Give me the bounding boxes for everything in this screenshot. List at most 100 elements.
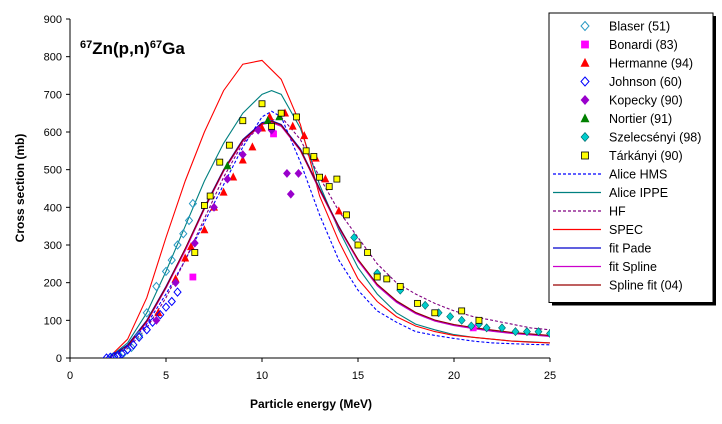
point-szelecs-nyi-98 bbox=[350, 233, 359, 242]
legend-box bbox=[548, 12, 714, 303]
legend-marker bbox=[581, 151, 589, 160]
point-t-rk-nyi-90 bbox=[354, 241, 362, 249]
title-mass-a: 67 bbox=[80, 39, 92, 51]
axes: 0 100 200 300 400 500 600 700 800 900 0 5 10 15 20 25 bbox=[44, 14, 556, 382]
legend-label: Szelecsényi (98) bbox=[609, 131, 701, 145]
legend-label: HF bbox=[609, 205, 626, 219]
point-blaser-51 bbox=[173, 240, 182, 250]
legend-label: Hermanne (94) bbox=[609, 57, 693, 71]
point-blaser-51 bbox=[161, 266, 171, 277]
point-nortier-91 bbox=[223, 161, 232, 170]
legend-marker bbox=[580, 57, 590, 67]
legend-label: fit Pade bbox=[609, 242, 651, 256]
data-markers bbox=[102, 100, 550, 358]
point-hermanne-94 bbox=[238, 155, 247, 164]
point-t-rk-nyi-90 bbox=[458, 307, 466, 315]
title-product: Ga bbox=[162, 39, 185, 58]
legend-label: Alice HMS bbox=[609, 168, 667, 182]
point-kopecky-90 bbox=[171, 278, 180, 288]
point-hermanne-94 bbox=[200, 225, 209, 234]
point-blaser-51 bbox=[167, 255, 176, 265]
title-mass-b: 67 bbox=[150, 39, 162, 51]
point-t-rk-nyi-90 bbox=[325, 183, 333, 191]
legend-label: Blaser (51) bbox=[609, 20, 670, 34]
legend-label: Spline fit (04) bbox=[609, 279, 683, 293]
point-blaser-51 bbox=[184, 215, 194, 226]
point-blaser-51 bbox=[142, 308, 151, 318]
point-t-rk-nyi-90 bbox=[268, 122, 276, 130]
point-kopecky-90 bbox=[283, 168, 291, 178]
y-tick-label: 800 bbox=[44, 52, 62, 64]
point-johnson-60 bbox=[109, 351, 119, 358]
y-tick-label: 100 bbox=[44, 315, 62, 327]
point-kopecky-90 bbox=[223, 174, 232, 184]
chart-title: 67Zn(p,n)67Ga bbox=[80, 39, 185, 58]
point-t-rk-nyi-90 bbox=[239, 117, 247, 125]
y-tick-label: 700 bbox=[44, 89, 62, 101]
point-johnson-60 bbox=[129, 340, 138, 350]
point-blaser-51 bbox=[152, 281, 161, 292]
x-tick-label: 10 bbox=[256, 370, 268, 382]
point-hermanne-94 bbox=[181, 253, 190, 262]
point-t-rk-nyi-90 bbox=[364, 249, 372, 256]
x-tick-label: 15 bbox=[352, 370, 364, 382]
legend-label: Kopecky (90) bbox=[609, 94, 683, 108]
point-johnson-60 bbox=[102, 353, 111, 358]
point-johnson-60 bbox=[134, 332, 144, 343]
point-johnson-60 bbox=[156, 309, 165, 320]
x-tick-label: 0 bbox=[67, 370, 73, 382]
point-hermanne-94 bbox=[300, 131, 309, 140]
y-tick-label: 400 bbox=[44, 202, 62, 214]
point-t-rk-nyi-90 bbox=[310, 153, 318, 160]
point-kopecky-90 bbox=[254, 125, 263, 135]
point-nortier-91 bbox=[263, 116, 272, 124]
point-hermanne-94 bbox=[219, 187, 228, 196]
legend-label: Tárkányi (90) bbox=[609, 149, 683, 163]
legend-label: Alice IPPE bbox=[609, 186, 668, 200]
point-t-rk-nyi-90 bbox=[206, 192, 214, 200]
point-johnson-60 bbox=[113, 350, 123, 358]
point-szelecs-nyi-98 bbox=[523, 327, 531, 337]
x-tick-label: 20 bbox=[448, 370, 460, 382]
point-johnson-60 bbox=[161, 302, 171, 312]
point-t-rk-nyi-90 bbox=[373, 273, 381, 281]
point-t-rk-nyi-90 bbox=[258, 100, 266, 108]
x-tick-label: 25 bbox=[544, 370, 556, 382]
point-t-rk-nyi-90 bbox=[216, 158, 224, 166]
point-hermanne-94 bbox=[334, 206, 343, 215]
point-szelecs-nyi-98 bbox=[421, 300, 430, 310]
point-kopecky-90 bbox=[286, 189, 295, 199]
legend-marker bbox=[580, 20, 590, 32]
point-t-rk-nyi-90 bbox=[225, 141, 233, 149]
point-t-rk-nyi-90 bbox=[414, 299, 421, 307]
legend-marker bbox=[580, 76, 590, 87]
point-t-rk-nyi-90 bbox=[431, 309, 439, 317]
point-t-rk-nyi-90 bbox=[316, 173, 324, 181]
title-reaction: Zn(p,n) bbox=[92, 39, 150, 58]
point-hermanne-94 bbox=[321, 174, 330, 183]
point-blaser-51 bbox=[188, 198, 198, 209]
y-tick-label: 500 bbox=[44, 165, 62, 177]
point-johnson-60 bbox=[167, 296, 176, 307]
legend-label: fit Spline bbox=[609, 260, 657, 274]
y-tick-label: 300 bbox=[44, 240, 62, 252]
y-tick-label: 200 bbox=[44, 278, 62, 290]
point-kopecky-90 bbox=[238, 150, 247, 160]
point-szelecs-nyi-98 bbox=[467, 321, 476, 331]
point-szelecs-nyi-98 bbox=[457, 315, 466, 325]
point-blaser-51 bbox=[179, 228, 188, 239]
legend-label: Johnson (60) bbox=[609, 75, 682, 89]
point-hermanne-94 bbox=[248, 142, 257, 151]
x-axis-title: Particle energy (MeV) bbox=[250, 397, 372, 411]
legend-marker bbox=[580, 113, 590, 123]
point-t-rk-nyi-90 bbox=[396, 283, 404, 290]
point-blaser-51 bbox=[134, 330, 144, 341]
legend-label: SPEC bbox=[609, 223, 643, 237]
y-tick-label: 900 bbox=[44, 14, 62, 26]
point-t-rk-nyi-90 bbox=[383, 275, 391, 283]
point-hermanne-94 bbox=[186, 242, 195, 251]
point-t-rk-nyi-90 bbox=[277, 109, 285, 117]
point-t-rk-nyi-90 bbox=[333, 175, 341, 183]
point-t-rk-nyi-90 bbox=[293, 113, 300, 121]
